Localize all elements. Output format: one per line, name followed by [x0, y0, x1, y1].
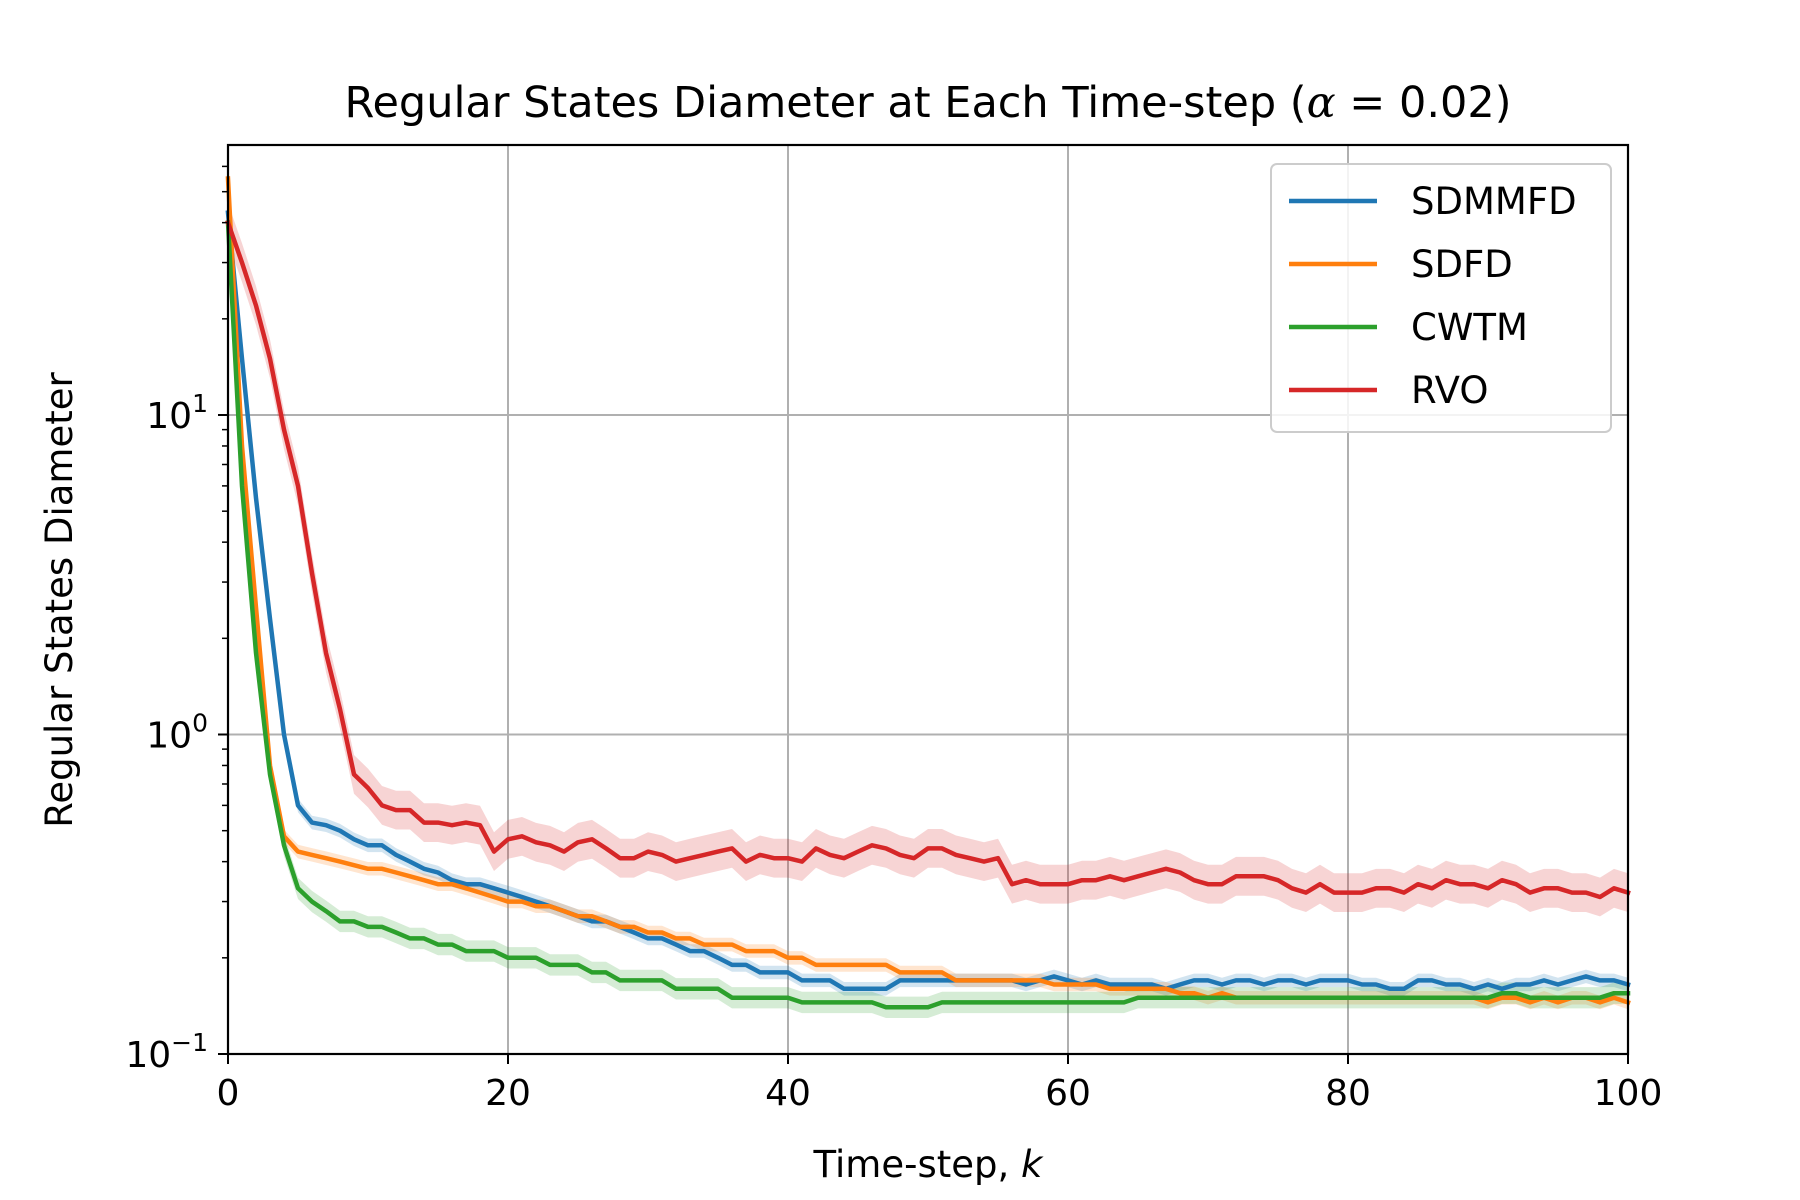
- x-tick-label: 100: [1594, 1073, 1663, 1114]
- x-tick-label: 80: [1325, 1073, 1371, 1114]
- axes: [218, 143, 1630, 1064]
- series-lines: [225, 176, 1631, 1010]
- chart-title-prefix: Regular States Diameter at Each Time-ste…: [345, 78, 1307, 128]
- x-axis-label-prefix: Time-step,: [813, 1143, 1021, 1186]
- line-rvo: [225, 219, 1631, 900]
- x-tick-label: 60: [1045, 1073, 1091, 1114]
- chart-title-symbol: α: [1307, 78, 1336, 128]
- legend-box: [1270, 163, 1612, 433]
- x-axis-label-variable: k: [1021, 1143, 1044, 1186]
- confidence-bands: [228, 171, 1628, 1018]
- y-axis-label: Regular States Diameter: [38, 372, 81, 828]
- y-tick-label: 10−1: [125, 1028, 208, 1076]
- legend-label-sdfd: SDFD: [1411, 243, 1513, 286]
- x-tick-label: 0: [217, 1073, 240, 1114]
- x-axis-label: Time-step, k: [813, 1143, 1044, 1186]
- x-tick-label: 20: [485, 1073, 531, 1114]
- band-cwtm: [228, 212, 1628, 1018]
- legend-label-rvo: RVO: [1411, 369, 1488, 412]
- y-tick-label: 101: [146, 389, 208, 437]
- line-sdmmfd: [225, 210, 1631, 992]
- legend: SDMMFD SDFD CWTM RVO: [1270, 163, 1612, 433]
- plot-frame: [226, 143, 1630, 1056]
- y-tick-label: 100: [146, 709, 208, 757]
- chart-title: Regular States Diameter at Each Time-ste…: [345, 78, 1512, 128]
- x-tick-label: 40: [765, 1073, 811, 1114]
- chart-title-suffix: = 0.02): [1336, 78, 1512, 128]
- legend-label-cwtm: CWTM: [1411, 306, 1528, 349]
- legend-label-sdmmfd: SDMMFD: [1411, 180, 1577, 223]
- line-cwtm: [225, 220, 1631, 1010]
- tick-labels: 0 20 40 60 80 100 10−1 100 101: [125, 389, 1662, 1114]
